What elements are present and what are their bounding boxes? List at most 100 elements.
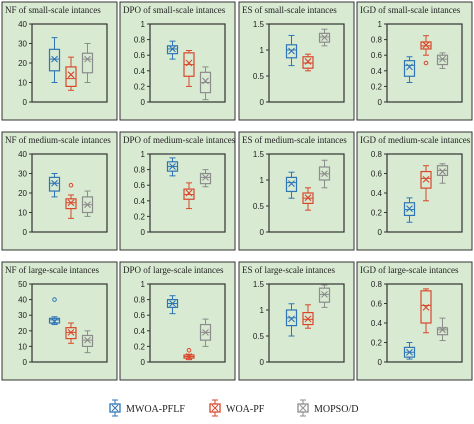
panel-title: DPO of large-scale intances	[123, 265, 224, 275]
y-tick-label: 1	[260, 46, 265, 55]
mean-marker	[439, 55, 446, 63]
y-tick-label: 0.6	[371, 51, 383, 60]
mean-marker	[51, 179, 58, 187]
panel-title: ES of large-scale intances	[242, 265, 336, 275]
legend-mean	[111, 404, 119, 412]
y-tick-label: 0.6	[371, 300, 383, 309]
panel	[356, 261, 473, 381]
plot-area	[149, 23, 226, 103]
y-tick-label: 0.5	[253, 72, 265, 81]
mean-marker	[406, 348, 413, 356]
mean-marker	[84, 201, 91, 209]
plot-area	[149, 153, 226, 233]
box	[48, 48, 61, 72]
plot-area	[268, 153, 345, 233]
mean-marker	[84, 55, 91, 63]
y-tick-label: 40	[18, 150, 27, 159]
y-tick-label: 0	[141, 358, 146, 367]
legend-mean	[211, 404, 219, 412]
outlier	[52, 297, 57, 302]
panel	[238, 1, 355, 121]
y-tick-label: 40	[18, 20, 27, 29]
mean-marker	[202, 77, 209, 85]
mean-marker	[185, 189, 193, 197]
y-tick-label: 0.5	[253, 202, 265, 211]
box	[81, 334, 94, 348]
y-tick-label: 0.2	[371, 339, 383, 348]
mean-marker	[84, 336, 91, 344]
legend-mean	[299, 404, 307, 412]
mean-marker	[169, 163, 176, 170]
mean-marker	[321, 170, 328, 178]
y-tick-label: 1	[260, 176, 265, 185]
panel	[356, 131, 473, 251]
y-tick-label: 0.2	[371, 82, 383, 91]
panel-title: NF of large-scale intances	[5, 265, 100, 275]
y-tick-label: 0.8	[134, 166, 146, 175]
box	[436, 54, 449, 66]
mean-marker	[422, 41, 430, 49]
panel	[119, 131, 236, 251]
mean-marker	[185, 353, 193, 360]
plot-area	[268, 283, 345, 363]
y-tick-label: 0.4	[371, 67, 383, 76]
y-tick-label: 30	[18, 40, 27, 49]
y-tick-label: 1	[378, 20, 383, 29]
panel-title: ES of small-scale intances	[242, 5, 337, 15]
y-tick-label: 0	[141, 228, 146, 237]
y-tick-label: 0	[23, 358, 28, 367]
mean-marker	[304, 315, 312, 323]
box	[403, 60, 416, 77]
y-tick-label: 50	[18, 280, 27, 289]
y-tick-label: 1.5	[253, 280, 265, 289]
panel-title: DPO of small-scale intances	[123, 5, 226, 15]
y-tick-label: 20	[18, 59, 27, 68]
mean-marker	[202, 328, 209, 336]
y-tick-label: 0.4	[371, 189, 383, 198]
y-tick-label: 1.5	[253, 150, 265, 159]
mean-marker	[422, 175, 430, 183]
box	[318, 287, 331, 303]
panel-title: NF of medium-scale intances	[5, 135, 111, 145]
y-tick-label: 0.4	[371, 319, 383, 328]
outlier	[186, 348, 192, 353]
y-tick-label: 0.8	[371, 36, 383, 45]
panel-title: IGD of small-scale intances	[360, 5, 461, 15]
y-tick-label: 0.2	[134, 82, 146, 91]
y-tick-label: 0	[141, 98, 146, 107]
box	[65, 66, 77, 88]
box	[81, 52, 94, 74]
panel	[119, 261, 236, 381]
y-tick-label: 1	[141, 280, 146, 289]
mean-marker	[439, 326, 446, 334]
y-tick-label: 0.2	[134, 212, 146, 221]
mean-marker	[169, 300, 176, 307]
panel-title: DPO of medium-scale intances	[123, 135, 236, 145]
y-tick-label: 1	[141, 20, 146, 29]
y-tick-label: 0.2	[134, 342, 146, 351]
y-tick-label: 0	[23, 228, 28, 237]
plot-area	[268, 23, 345, 103]
y-tick-label: 0	[260, 228, 265, 237]
mean-marker	[406, 63, 413, 71]
mean-marker	[202, 174, 209, 181]
y-tick-label: 0.8	[371, 280, 383, 289]
panel	[119, 1, 236, 121]
y-tick-label: 0.4	[134, 67, 146, 76]
plot-area	[31, 283, 108, 363]
mean-marker	[185, 59, 193, 67]
mean-marker	[288, 47, 295, 55]
box	[199, 172, 212, 185]
legend-label: MWOA-PFLF	[126, 404, 185, 415]
y-tick-label: 0.6	[134, 311, 146, 320]
y-tick-label: 1.5	[253, 20, 265, 29]
box	[166, 45, 179, 55]
panel-title: ES of medium-scale intances	[242, 135, 347, 145]
mean-marker	[321, 34, 328, 41]
y-tick-label: 0	[260, 358, 265, 367]
y-tick-label: 0.4	[134, 327, 146, 336]
y-tick-label: 10	[18, 342, 27, 351]
y-tick-label: 10	[18, 209, 27, 218]
box	[65, 327, 77, 340]
mean-marker	[67, 71, 75, 79]
